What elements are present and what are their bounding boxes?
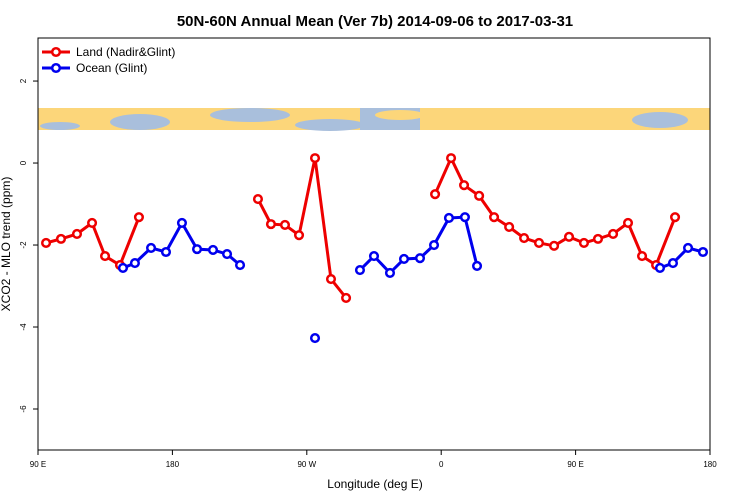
series-line [659,246,704,270]
data-point [430,189,441,200]
data-point [667,258,679,269]
y-tick-label: -4 [19,323,28,331]
data-point [578,237,590,249]
data-point [474,190,485,201]
data-point [637,251,648,262]
data-point [234,260,246,271]
data-point [252,194,264,205]
data-point [309,333,321,344]
data-point [682,242,694,253]
data-point [41,237,52,249]
data-point [670,212,681,223]
plot-frame [37,37,711,451]
data-point [100,251,111,262]
data-point [428,239,440,251]
data-point [489,212,500,223]
data-point [176,217,188,228]
data-point [191,244,203,255]
data-point [207,244,219,255]
data-point [459,212,470,223]
data-point [354,264,366,276]
x-tick-label: 180 [703,460,717,469]
data-point [55,233,67,244]
data-point [117,262,129,274]
data-point [533,237,545,249]
data-point [563,231,575,242]
y-tick-label: -2 [19,241,28,249]
x-tick-label: 90 W [297,460,316,469]
data-point [608,228,619,240]
x-tick-label: 0 [439,460,444,469]
data-point [549,240,560,251]
chart-title: 50N-60N Annual Mean (Ver 7b) 2014-09-06 … [177,13,573,30]
legend-label: Land (Nadir&Glint) [76,45,175,59]
data-point [325,274,337,285]
data-point [293,230,305,241]
y-tick-label: -6 [19,405,28,413]
map-strip [38,108,710,131]
data-point [471,260,483,271]
data-point [414,253,426,264]
data-point [446,153,457,164]
data-point [87,217,98,228]
data-point [160,246,172,258]
data-point [458,180,470,191]
data-point [592,233,604,244]
data-point [519,233,530,244]
legend-marker [50,62,62,74]
data-point [368,251,380,262]
legend-label: Ocean (Glint) [76,61,147,75]
data-point [697,246,709,258]
data-point [341,292,352,303]
x-tick-label: 180 [166,460,180,469]
data-point [622,217,634,228]
data-point [443,212,455,224]
x-tick-label: 90 E [567,460,583,469]
data-point [71,228,83,240]
x-tick-label: 90 E [30,460,46,469]
data-point [145,242,157,253]
data-point [133,212,144,223]
data-point [654,262,666,274]
data-point [265,219,277,230]
data-point [222,248,233,260]
data-point [279,219,291,230]
y-tick-label: 2 [19,78,28,83]
data-point [129,258,140,269]
legend: Land (Nadir&Glint) Ocean (Glint) [42,45,175,75]
y-axis-label: XCO2 - MLO trend (ppm) [0,177,13,312]
x-axis-label: Longitude (deg E) [327,477,422,491]
data-point [384,267,396,278]
legend-marker [50,46,62,58]
y-tick-label: 0 [19,160,28,165]
data-point [398,253,410,265]
data-point [504,221,515,233]
data-point [309,153,321,164]
